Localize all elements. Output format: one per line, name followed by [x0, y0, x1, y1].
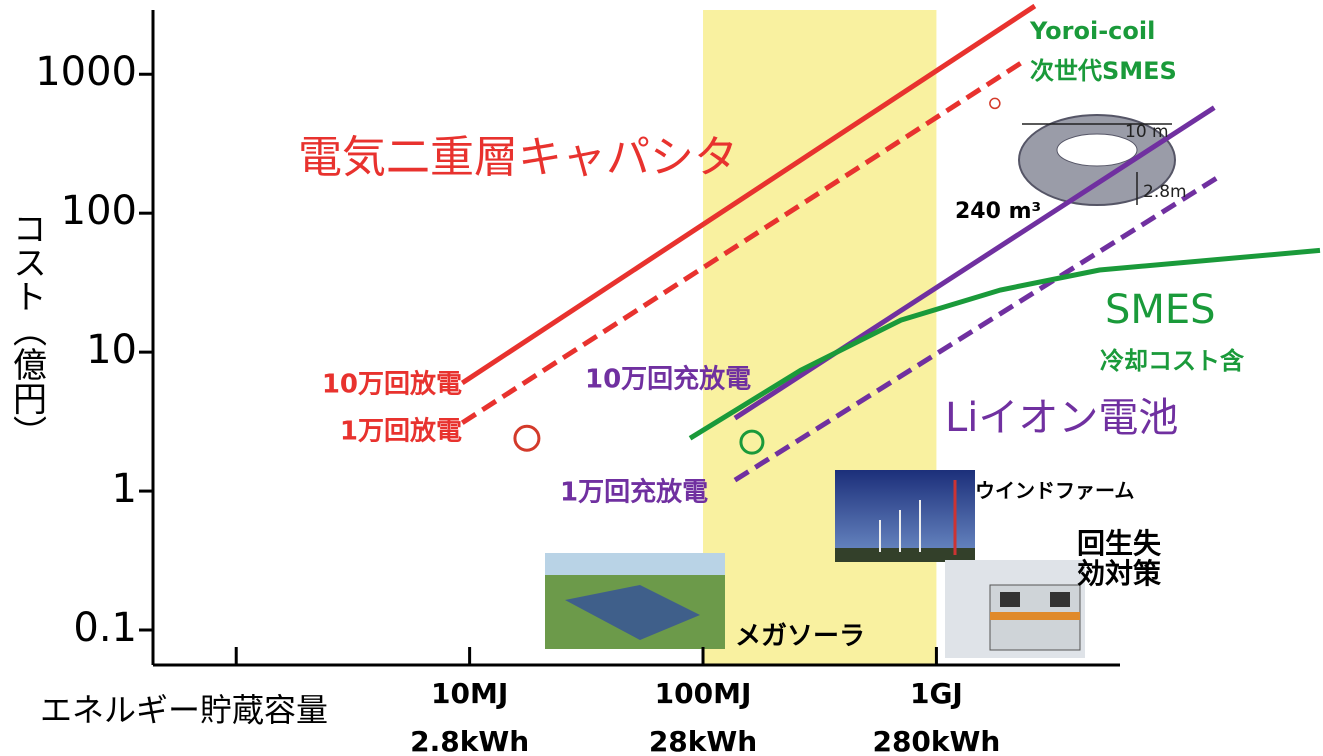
x-tick-sublabel: 280kWh	[872, 725, 1000, 756]
train-photo	[945, 560, 1085, 658]
annotation: 2.8m	[1143, 182, 1187, 202]
annotation: 10 m	[1125, 122, 1169, 142]
series-label: 1万回充放電	[560, 477, 708, 508]
annotation: メガソーラ	[735, 622, 865, 652]
annotation: 回生失	[1077, 527, 1162, 560]
wind-photo	[835, 470, 975, 562]
y-tick-label: 0.1	[73, 605, 137, 651]
x-tick-label: 100MJ	[655, 677, 752, 710]
solar-photo	[545, 553, 725, 649]
data-point	[739, 429, 765, 455]
series-line	[460, 58, 1027, 425]
annotation: Yoroi-coil	[1029, 17, 1155, 45]
annotation: 効対策	[1077, 557, 1161, 590]
y-tick-label: 1	[112, 466, 137, 512]
torus-illustration	[1018, 114, 1176, 206]
x-tick-sublabel: 2.8kWh	[410, 725, 529, 756]
series-line	[460, 3, 1037, 386]
series-label: SMES	[1105, 287, 1216, 333]
x-axis-label: エネルギー貯蔵容量	[40, 691, 328, 729]
y-tick-label: 10	[86, 327, 137, 373]
series-label: 1万回放電	[340, 416, 462, 447]
y-axis-label: コスト（億円）	[7, 211, 47, 449]
annotation: ウインドファーム	[975, 479, 1134, 503]
series-line	[733, 105, 1216, 421]
annotation: 240 m³	[955, 199, 1041, 224]
highlight-band	[703, 10, 937, 665]
series-label: 10万回充放電	[585, 364, 751, 395]
plot-area	[460, 3, 1321, 483]
y-tick-label: 100	[61, 188, 137, 234]
annotation: 次世代SMES	[1030, 57, 1177, 85]
series-line	[688, 247, 1321, 441]
annotation: 電気二重層キャパシタ	[298, 132, 738, 183]
series-label: 10万回放電	[322, 369, 462, 400]
annotation: Liイオン電池	[945, 395, 1178, 441]
x-tick-label: 1GJ	[910, 677, 963, 710]
data-point	[513, 424, 541, 452]
x-tick-sublabel: 28kWh	[649, 725, 757, 756]
x-tick-label: 10MJ	[431, 677, 508, 710]
y-tick-label: 1000	[35, 49, 137, 95]
annotation: 冷却コスト含	[1100, 347, 1245, 375]
data-point	[989, 97, 1001, 110]
